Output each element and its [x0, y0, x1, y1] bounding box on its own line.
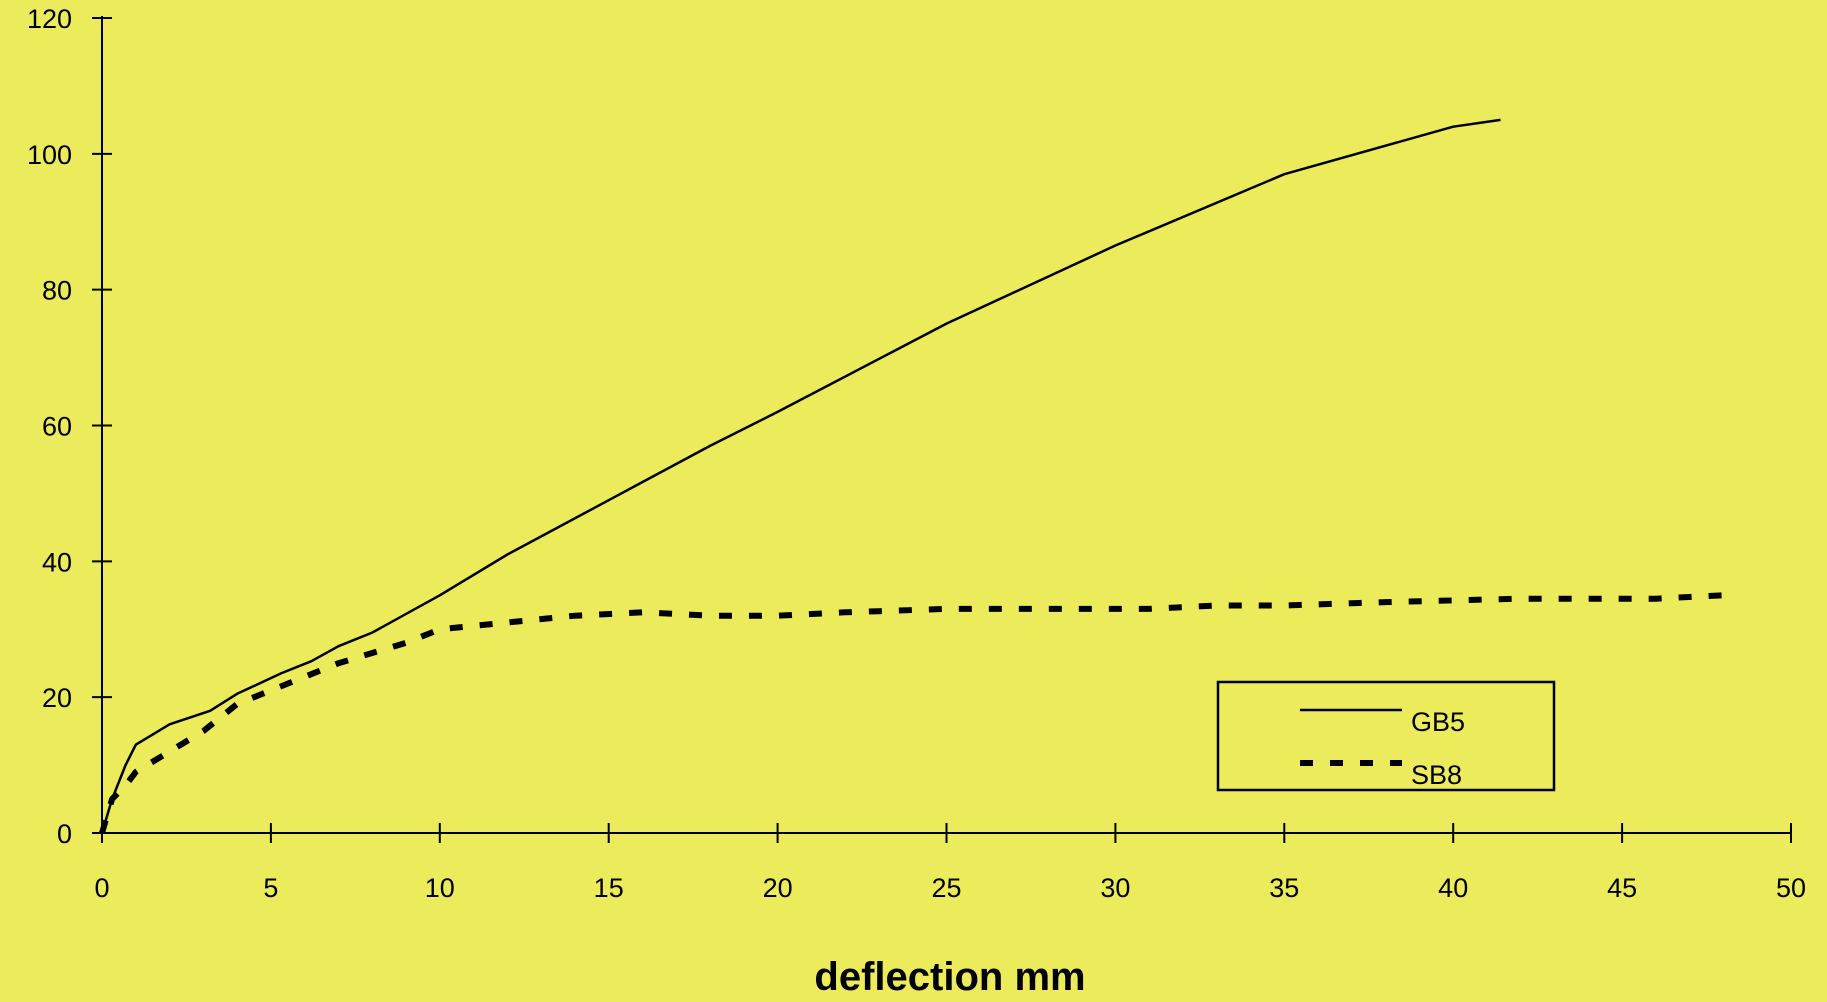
x-axis-title: deflection mm	[814, 955, 1085, 997]
series-line-gb5	[100, 118, 1501, 834]
y-tick-label: 40	[42, 547, 72, 577]
x-tick-label: 15	[594, 873, 624, 903]
x-tick-label: 50	[1776, 873, 1806, 903]
legend: GB5 SB8	[1216, 680, 1556, 792]
x-tick-label: 25	[931, 873, 961, 903]
x-tick-label: 40	[1438, 873, 1468, 903]
y-tick-label: 0	[57, 819, 72, 849]
y-tick-label: 100	[27, 140, 72, 170]
axes: 0 20 40 60 80 100 120 0 5 10 15 20 25 30 35 40 45 50	[27, 4, 1806, 903]
legend-label-gb5: GB5	[1411, 707, 1465, 737]
legend-box	[1216, 680, 1556, 792]
x-tick-label: 10	[425, 873, 455, 903]
x-tick-label: 35	[1269, 873, 1299, 903]
y-tick-label: 20	[42, 683, 72, 713]
x-tick-label: 0	[94, 873, 109, 903]
y-tick-label: 120	[27, 4, 72, 34]
x-tick-label: 45	[1607, 873, 1637, 903]
x-tick-label: 30	[1100, 873, 1130, 903]
x-tick-label: 20	[763, 873, 793, 903]
legend-label-sb8: SB8	[1411, 760, 1462, 790]
y-tick-label: 60	[42, 412, 72, 442]
y-tick-label: 80	[42, 276, 72, 306]
series-layer	[99, 118, 1724, 834]
x-tick-label: 5	[263, 873, 278, 903]
series-line-sb8	[99, 592, 1724, 834]
